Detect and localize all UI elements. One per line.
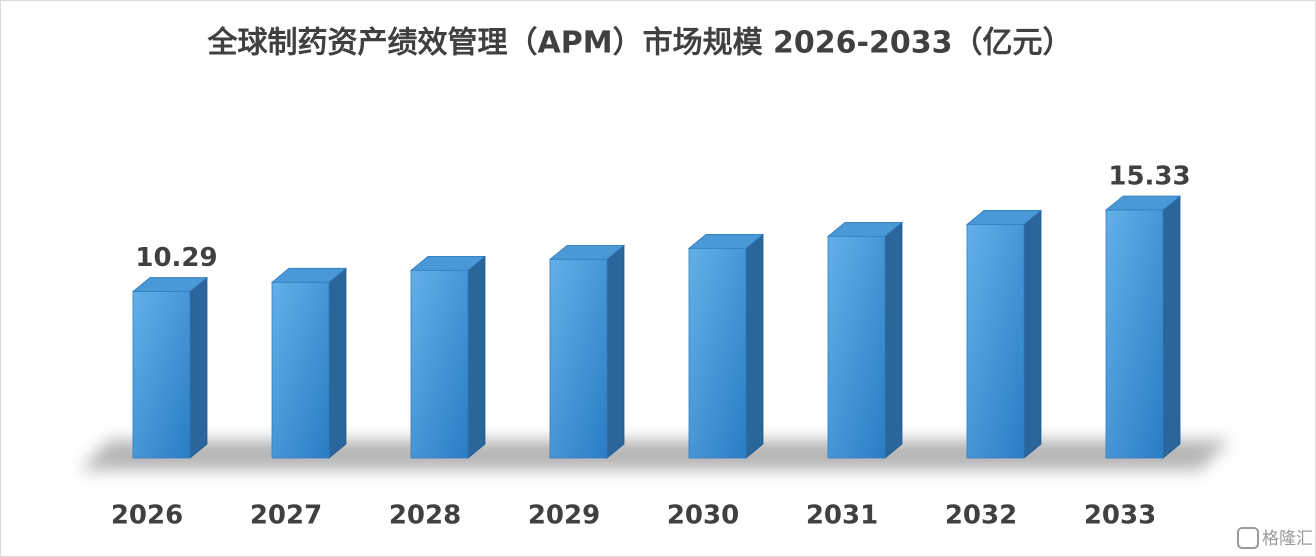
watermark: 格隆汇 <box>1262 529 1313 549</box>
x-tick-label: 2031 <box>806 501 878 531</box>
bar <box>271 281 330 459</box>
value-label: 10.29 <box>135 243 217 273</box>
bar <box>827 235 886 459</box>
bars <box>131 195 1182 459</box>
bar <box>132 291 191 459</box>
bar <box>1105 209 1164 459</box>
x-tick-label: 2030 <box>667 501 739 531</box>
bar <box>410 269 469 459</box>
bar-side <box>1023 209 1042 459</box>
floor-shadow <box>80 440 1230 470</box>
x-tick-label: 2033 <box>1084 501 1156 531</box>
x-tick-label: 2032 <box>945 501 1017 531</box>
bar-side <box>328 267 347 459</box>
value-label: 15.33 <box>1108 162 1190 192</box>
bar <box>549 258 608 459</box>
bar-side <box>884 221 903 459</box>
x-tick-label: 2026 <box>111 501 183 531</box>
chart-title: 全球制药资产绩效管理（APM）市场规模 2026-2033（亿元） <box>207 26 1073 61</box>
bar-side <box>1162 195 1181 459</box>
watermark-logo <box>1237 527 1259 549</box>
x-tick-label: 2027 <box>250 501 322 531</box>
bar <box>966 223 1025 459</box>
bar-side <box>189 276 208 459</box>
bar-side <box>467 255 486 459</box>
bar-side <box>745 233 764 459</box>
x-tick-label: 2028 <box>389 501 461 531</box>
x-tick-label: 2029 <box>528 501 600 531</box>
bar-side <box>606 244 625 459</box>
bar <box>688 247 747 459</box>
